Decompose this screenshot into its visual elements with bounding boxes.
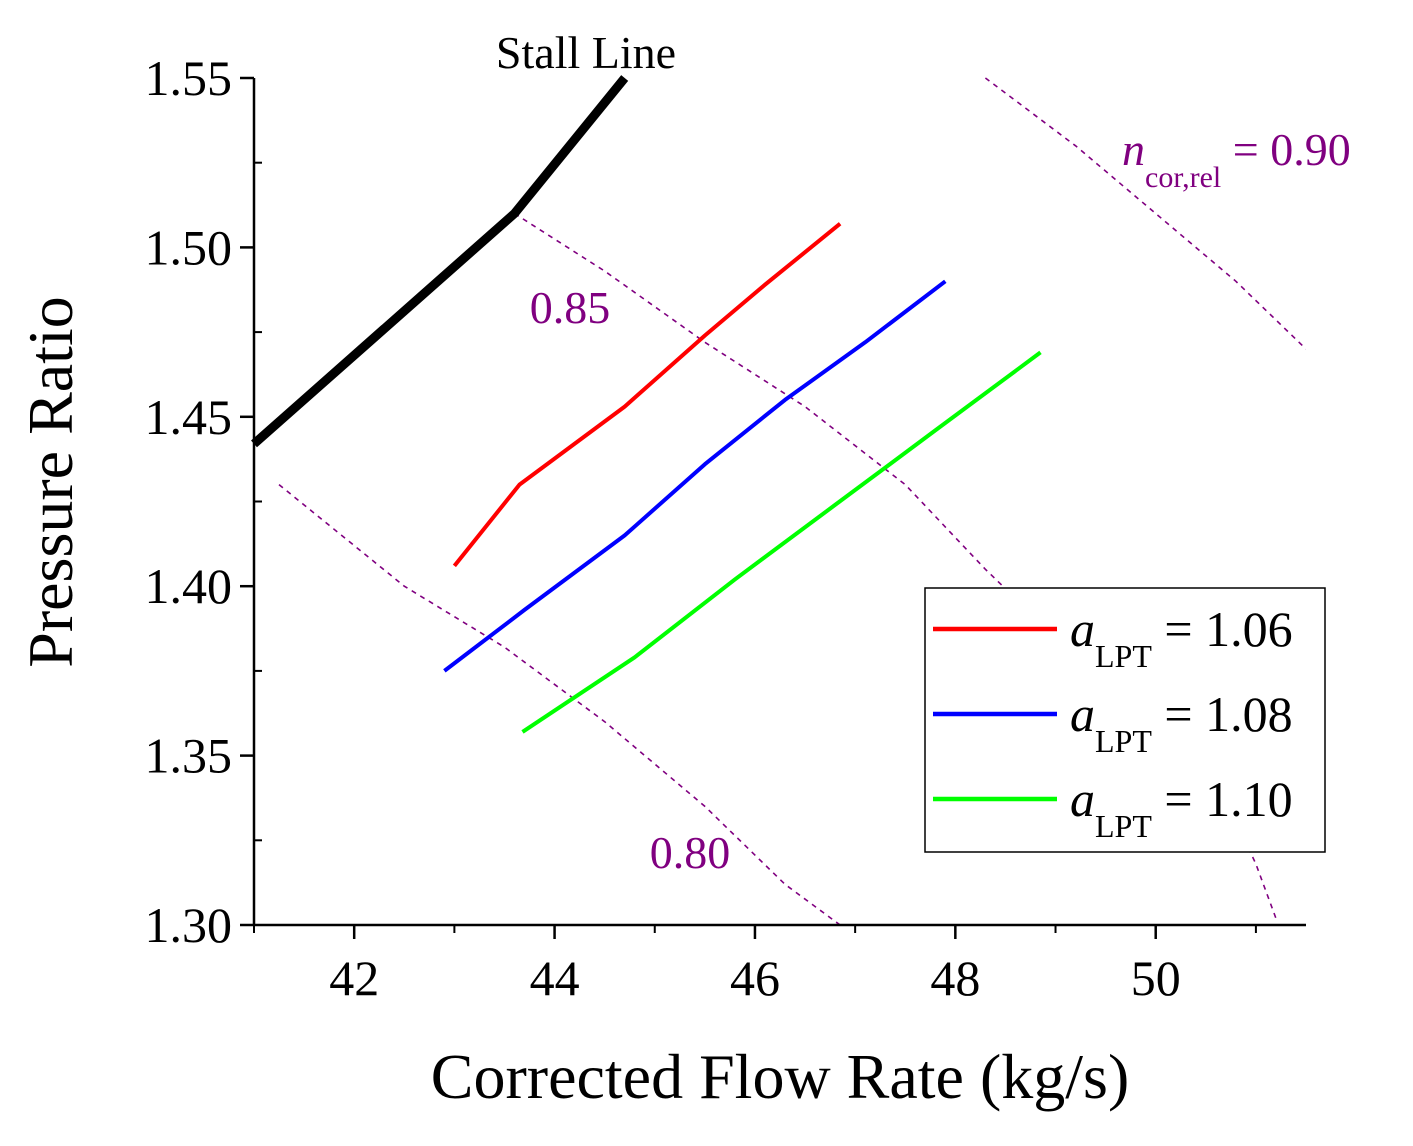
speed-090-label: ncor,rel = 0.90 xyxy=(1122,124,1351,194)
y-tick-label: 1.55 xyxy=(145,50,233,106)
speed-080-label: 0.80 xyxy=(650,827,731,878)
speed-090-label-rest: = 0.90 xyxy=(1221,124,1350,175)
legend-label-sub: LPT xyxy=(1095,723,1152,759)
x-axis-title: Corrected Flow Rate (kg/s) xyxy=(431,1041,1130,1112)
speed-090-line xyxy=(984,77,1306,350)
x-tick-label: 44 xyxy=(530,950,580,1006)
legend-label-rest: = 1.10 xyxy=(1152,771,1293,827)
speed-090-label-var: n xyxy=(1122,124,1145,175)
legend-label-sub: LPT xyxy=(1095,638,1152,674)
x-tick-label: 50 xyxy=(1131,950,1181,1006)
y-tick-label: 1.35 xyxy=(145,728,233,784)
speed-090-label-sub: cor,rel xyxy=(1145,161,1221,194)
legend-label-var: a xyxy=(1070,601,1095,657)
y-tick-label: 1.30 xyxy=(145,897,233,953)
a-lpt-108-line xyxy=(443,279,947,673)
speed-080-line xyxy=(278,483,841,926)
a-lpt-106-line xyxy=(452,222,842,568)
legend-label-rest: = 1.08 xyxy=(1152,686,1293,742)
legend-label-var: a xyxy=(1070,686,1095,742)
y-tick-label: 1.40 xyxy=(145,558,233,614)
y-tick-label: 1.50 xyxy=(145,219,233,275)
legend-label-sub: LPT xyxy=(1095,808,1152,844)
y-tick-label: 1.45 xyxy=(145,389,233,445)
y-axis-title: Pressure Ratio xyxy=(15,296,86,668)
legend-box xyxy=(924,587,1326,853)
a-lpt-110-line xyxy=(521,350,1042,734)
x-tick-label: 46 xyxy=(730,950,780,1006)
speed-085-label: 0.85 xyxy=(530,282,611,333)
legend-label-a-lpt-108: aLPT = 1.08 xyxy=(1070,686,1293,759)
legend-label-rest: = 1.06 xyxy=(1152,601,1293,657)
x-tick-label: 48 xyxy=(930,950,980,1006)
legend-label-var: a xyxy=(1070,771,1095,827)
legend-label-a-lpt-106: aLPT = 1.06 xyxy=(1070,601,1293,674)
x-tick-label: 42 xyxy=(329,950,379,1006)
stall-line xyxy=(251,75,629,448)
legend-label-a-lpt-110: aLPT = 1.10 xyxy=(1070,771,1293,844)
stall-line-label: Stall Line xyxy=(496,27,676,78)
